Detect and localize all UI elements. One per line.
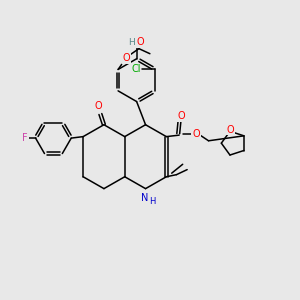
Text: Cl: Cl: [131, 64, 141, 74]
Text: O: O: [177, 111, 185, 121]
Text: O: O: [192, 129, 200, 139]
Text: O: O: [226, 124, 234, 134]
Text: O: O: [136, 38, 144, 47]
Text: F: F: [22, 133, 28, 143]
Text: O: O: [95, 101, 102, 111]
Text: O: O: [122, 53, 130, 63]
Text: H: H: [128, 38, 135, 47]
Text: N: N: [141, 193, 148, 202]
Text: H: H: [149, 196, 155, 206]
